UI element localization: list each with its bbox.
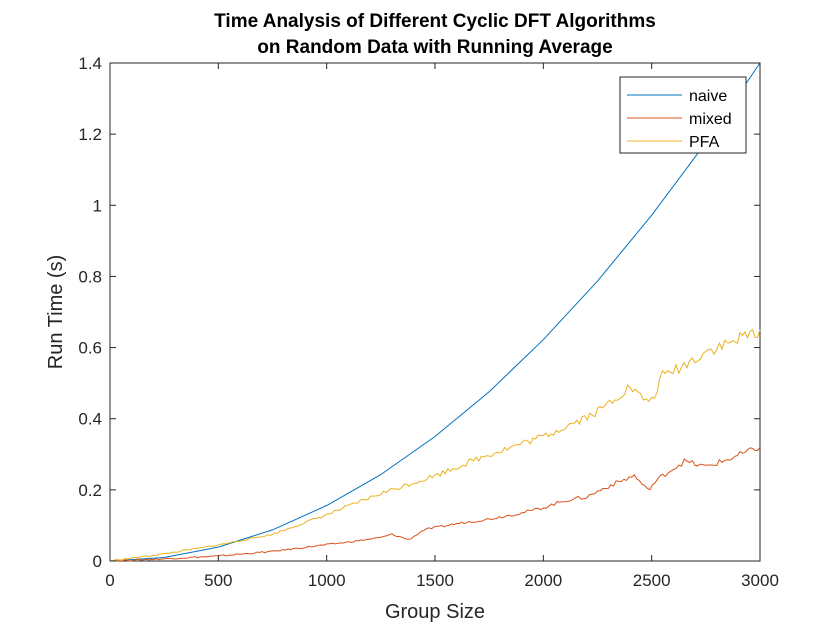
y-axis: 0 0.2 0.4 0.6 0.8 1 1.2 1.4 bbox=[78, 54, 760, 571]
y-tick-label: 0.4 bbox=[78, 410, 102, 429]
series-line-pfa bbox=[110, 328, 761, 562]
legend: naive mixed PFA bbox=[619, 76, 747, 154]
y-axis-label: Run Time (s) bbox=[45, 255, 67, 369]
y-tick-label: 1 bbox=[93, 196, 102, 215]
x-tick-label: 1500 bbox=[416, 571, 454, 590]
x-tick-label: 3000 bbox=[741, 571, 779, 590]
x-axis: 0 500 1000 1500 2000 2500 3000 bbox=[105, 63, 779, 590]
x-tick-label: 2000 bbox=[524, 571, 562, 590]
legend-label-mixed: mixed bbox=[689, 111, 732, 128]
series-line-naive bbox=[109, 62, 761, 562]
legend-box bbox=[619, 76, 747, 154]
x-axis-label: Group Size bbox=[385, 601, 485, 623]
y-tick-label: 1.4 bbox=[78, 54, 102, 73]
legend-label-pfa: PFA bbox=[689, 134, 720, 151]
legend-label-naive: naive bbox=[689, 88, 727, 105]
y-tick-label: 0.2 bbox=[78, 481, 102, 500]
x-tick-label: 0 bbox=[105, 571, 114, 590]
y-tick-label: 0.8 bbox=[78, 267, 102, 286]
chart-title: Time Analysis of Different Cyclic DFT Al… bbox=[214, 11, 656, 58]
y-tick-label: 0.6 bbox=[78, 339, 102, 358]
chart-title-line-1: Time Analysis of Different Cyclic DFT Al… bbox=[214, 11, 656, 32]
x-tick-label: 500 bbox=[204, 571, 232, 590]
chart-title-line-2: on Random Data with Running Average bbox=[257, 37, 612, 58]
y-tick-label: 0 bbox=[93, 552, 102, 571]
x-tick-label: 2500 bbox=[633, 571, 671, 590]
legend-entries: naive mixed PFA bbox=[627, 88, 732, 151]
x-tick-label: 1000 bbox=[308, 571, 346, 590]
y-tick-label: 1.2 bbox=[78, 125, 102, 144]
